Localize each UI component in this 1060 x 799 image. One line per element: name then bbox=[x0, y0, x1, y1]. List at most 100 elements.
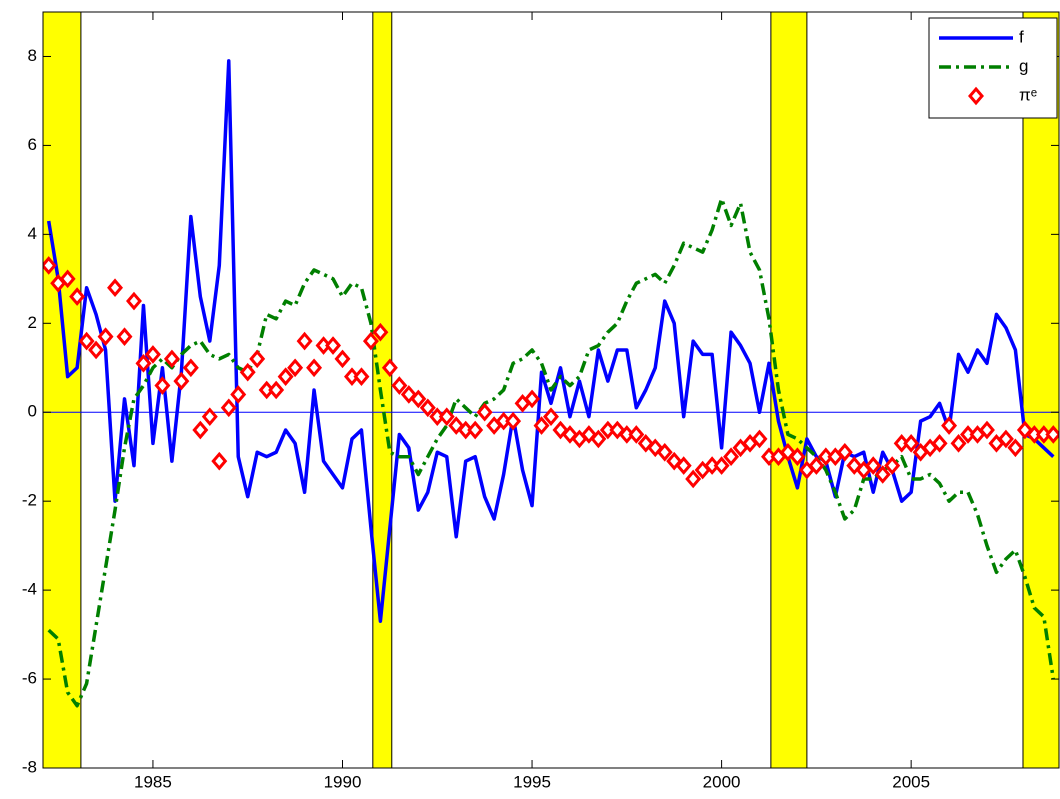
diamond-marker bbox=[675, 456, 692, 475]
diamond-marker bbox=[325, 336, 341, 355]
diamond-marker bbox=[533, 416, 550, 435]
diamond-marker bbox=[43, 256, 57, 275]
diamond-marker bbox=[296, 331, 313, 351]
diamond-marker bbox=[713, 456, 730, 475]
diamond-marker bbox=[524, 389, 541, 409]
recession-band bbox=[770, 12, 808, 768]
diamond-marker bbox=[362, 331, 379, 351]
diamond-marker bbox=[836, 442, 853, 462]
diamond-marker bbox=[628, 425, 645, 444]
diamond-marker bbox=[903, 434, 920, 453]
series-line bbox=[47, 197, 1056, 708]
x-tick-label: 1985 bbox=[134, 772, 172, 791]
y-tick-label: -6 bbox=[22, 669, 37, 688]
diamond-marker bbox=[400, 385, 417, 404]
diamond-marker bbox=[931, 434, 948, 453]
x-tick-label: 1990 bbox=[324, 772, 362, 791]
y-tick-label: 6 bbox=[28, 135, 37, 154]
diamond-marker bbox=[1045, 425, 1059, 444]
diamond-marker bbox=[126, 291, 142, 311]
y-tick-label: -2 bbox=[22, 491, 37, 510]
diamond-marker bbox=[590, 429, 607, 449]
diamond-marker bbox=[268, 380, 285, 400]
diamond-marker bbox=[381, 358, 398, 378]
legend-marker bbox=[968, 86, 984, 106]
recession-band bbox=[1022, 12, 1059, 768]
diamond-marker bbox=[846, 456, 863, 475]
x-tick-label: 2000 bbox=[703, 772, 741, 791]
diamond-marker bbox=[467, 420, 484, 440]
diamond-marker bbox=[59, 269, 76, 289]
diamond-marker bbox=[230, 385, 247, 404]
diamond-marker bbox=[154, 376, 171, 395]
diamond-marker bbox=[391, 376, 408, 395]
diamond-marker bbox=[201, 407, 218, 426]
y-tick-label: 4 bbox=[28, 224, 37, 243]
diamond-marker bbox=[751, 429, 768, 449]
diamond-marker bbox=[609, 420, 626, 440]
diamond-marker bbox=[182, 358, 199, 378]
diamond-marker bbox=[978, 420, 995, 440]
diamond-marker bbox=[505, 411, 522, 431]
diamond-marker bbox=[97, 327, 114, 346]
y-tick-label: 2 bbox=[28, 313, 37, 332]
y-tick-label: -4 bbox=[22, 580, 37, 599]
diamond-marker bbox=[685, 469, 702, 489]
diamond-marker bbox=[135, 354, 152, 373]
diamond-marker bbox=[438, 407, 455, 426]
diamond-marker bbox=[419, 398, 436, 418]
diamond-marker bbox=[163, 349, 180, 369]
plot-area bbox=[43, 12, 1059, 768]
y-tick-label: -8 bbox=[22, 757, 37, 776]
diamond-marker bbox=[173, 371, 190, 391]
diamond-marker bbox=[723, 447, 740, 467]
recession-band bbox=[43, 12, 82, 768]
diamond-marker bbox=[666, 451, 683, 471]
diamond-marker bbox=[561, 425, 578, 444]
diamond-marker bbox=[249, 349, 266, 369]
diamond-marker bbox=[239, 362, 256, 382]
diamond-marker bbox=[656, 442, 673, 462]
diamond-marker bbox=[543, 407, 559, 426]
diamond-marker bbox=[277, 367, 294, 386]
diamond-marker bbox=[874, 465, 891, 484]
diamond-marker bbox=[78, 331, 95, 351]
x-tick-label: 1995 bbox=[513, 772, 551, 791]
diamond-marker bbox=[69, 287, 86, 306]
diamond-marker bbox=[647, 438, 664, 458]
diamond-marker bbox=[220, 398, 237, 418]
diamond-marker bbox=[997, 429, 1014, 449]
diamond-marker bbox=[88, 340, 105, 360]
diamond-marker bbox=[211, 451, 228, 471]
diamond-marker bbox=[637, 434, 654, 453]
diamond-marker bbox=[410, 389, 427, 409]
series-line bbox=[46, 59, 1055, 623]
diamond-marker bbox=[192, 420, 209, 440]
diamond-marker bbox=[476, 402, 493, 422]
y-tick-label: 8 bbox=[28, 46, 37, 65]
diamond-marker bbox=[1007, 438, 1024, 458]
diamond-marker bbox=[107, 278, 124, 298]
recession-band bbox=[372, 12, 393, 768]
x-tick-label: 2005 bbox=[892, 772, 930, 791]
diamond-marker bbox=[884, 456, 901, 475]
diamond-marker bbox=[306, 358, 323, 378]
diamond-marker bbox=[941, 416, 958, 435]
diamond-marker bbox=[334, 349, 351, 369]
legend-label: πᵉ bbox=[1019, 85, 1037, 104]
diamond-marker bbox=[287, 358, 304, 378]
diamond-marker bbox=[808, 456, 825, 475]
legend-label: f bbox=[1019, 27, 1024, 46]
diamond-marker bbox=[144, 345, 161, 364]
diamond-marker bbox=[353, 367, 370, 386]
y-tick-label: 0 bbox=[28, 402, 37, 421]
axes-frame bbox=[42, 11, 1060, 769]
legend-label: g bbox=[1019, 56, 1028, 75]
axes: -8 -6 -4 -2 0 2 4 6 8 1985 1990 1995 2000 2005 fg πᵉ bbox=[22, 11, 1060, 791]
diamond-marker bbox=[552, 420, 569, 440]
diamond-marker bbox=[372, 322, 389, 342]
diamond-marker bbox=[950, 434, 967, 453]
diamond-marker bbox=[116, 327, 133, 346]
diamond-marker bbox=[789, 447, 806, 467]
